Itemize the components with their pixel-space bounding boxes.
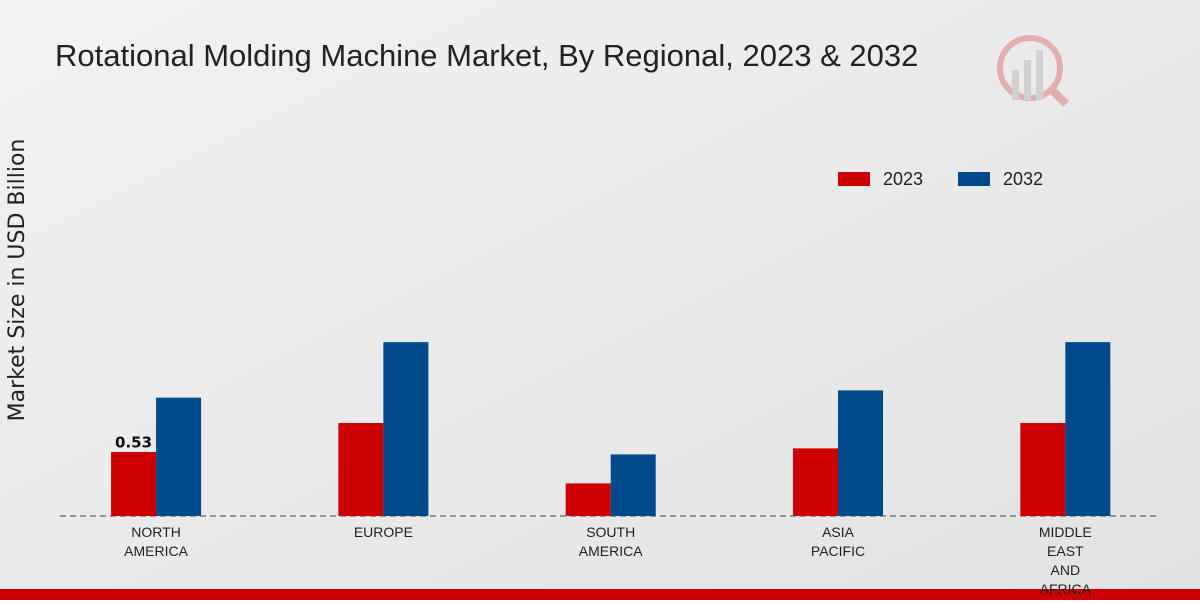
bar [793,448,839,516]
legend-label: 2032 [1003,169,1043,189]
bar [565,483,611,516]
bar [338,423,384,516]
legend-label: 2023 [883,169,923,189]
legend-swatch [838,172,870,186]
x-tick-label: ASIA PACIFIC [811,524,865,559]
y-axis-label: Market Size in USD Billion [5,139,30,422]
bar [610,454,656,516]
logo [997,35,1069,107]
bar [1065,342,1111,516]
bar [1020,423,1066,516]
x-tick-label: NORTH AMERICA [124,524,188,559]
bar [156,397,202,516]
data-label: 0.53 [115,434,152,452]
chart-title: Rotational Molding Machine Market, By Re… [55,38,918,73]
bar [838,390,884,516]
bar [111,452,157,516]
x-tick-label: SOUTH AMERICA [579,524,643,559]
legend-swatch [958,172,990,186]
bar [383,342,429,516]
x-tick-label: EUROPE [354,524,413,540]
x-tick-label: MIDDLE EAST AND AFRICA [1039,524,1092,597]
footer-bar [0,589,1200,600]
